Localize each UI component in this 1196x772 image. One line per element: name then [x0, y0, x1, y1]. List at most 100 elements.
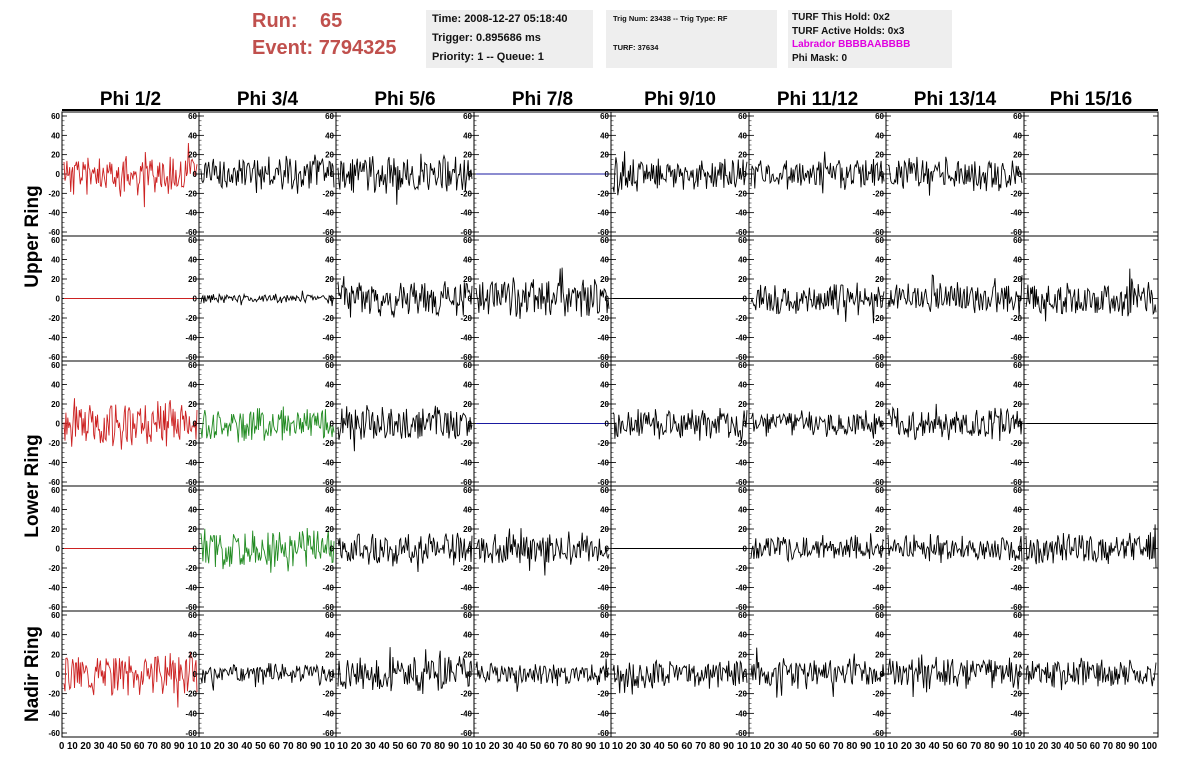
y-tick-label: 60 — [738, 486, 747, 495]
y-tick-label: -60 — [460, 729, 472, 738]
waveform-trace — [750, 151, 885, 194]
event-value: 7794325 — [318, 37, 397, 59]
y-tick-label: -60 — [872, 478, 884, 487]
y-tick-label: 0 — [330, 545, 335, 554]
column-header: Phi 15/16 — [1050, 89, 1132, 110]
y-tick-label: 40 — [325, 256, 334, 265]
y-tick-label: 60 — [51, 486, 60, 495]
y-tick-label: -60 — [872, 729, 884, 738]
y-tick-label: -20 — [322, 439, 334, 448]
y-tick-label: -20 — [322, 564, 334, 573]
y-tick-label: 20 — [325, 400, 334, 409]
y-tick-label: -20 — [735, 314, 747, 323]
labrador-text: Labrador BBBBAABBBB — [792, 39, 911, 50]
y-tick-label: 20 — [463, 400, 472, 409]
y-tick-label: 60 — [875, 112, 884, 121]
y-tick-label: -20 — [460, 690, 472, 699]
y-tick-label: -20 — [322, 690, 334, 699]
y-tick-label: 0 — [1018, 170, 1023, 179]
event-label: Event: — [252, 37, 314, 59]
y-tick-label: -20 — [735, 690, 747, 699]
y-tick-label: 40 — [188, 131, 197, 140]
y-tick-label: -60 — [322, 228, 334, 237]
waveform-panel: -60 -40 -20 0 20 40 60 — [597, 360, 750, 487]
y-tick-label: -20 — [735, 439, 747, 448]
y-tick-label: 60 — [188, 361, 197, 370]
waveform-panel: -60 -40 -20 0 20 40 60 — [1010, 360, 1159, 487]
y-tick-label: 40 — [188, 381, 197, 390]
y-tick-label: -40 — [735, 459, 747, 468]
waveform-panel: -60 -40 -20 0 20 40 60 — [322, 235, 475, 362]
turf-hold-box: TURF This Hold: 0x2 TURF Active Holds: 0… — [788, 10, 952, 68]
waveform-panel: -60 -40 -20 0 20 40 60 — [460, 235, 612, 362]
y-tick-label: 40 — [875, 256, 884, 265]
y-tick-label: -20 — [872, 439, 884, 448]
y-tick-label: -40 — [322, 709, 334, 718]
y-tick-label: -60 — [735, 353, 747, 362]
run-event-box: Run: 65 Event: 7794325 — [252, 8, 397, 62]
y-tick-label: 0 — [605, 420, 610, 429]
y-tick-label: -60 — [872, 353, 884, 362]
y-tick-label: 20 — [463, 650, 472, 659]
y-tick-label: 40 — [325, 631, 334, 640]
y-tick-label: 20 — [875, 275, 884, 284]
y-tick-label: 40 — [188, 256, 197, 265]
y-tick-label: -40 — [735, 709, 747, 718]
y-tick-label: 0 — [743, 420, 748, 429]
waveform-trace — [337, 276, 473, 318]
y-tick-label: 40 — [600, 131, 609, 140]
y-tick-label: 0 — [743, 170, 748, 179]
y-tick-label: -60 — [735, 603, 747, 612]
y-tick-label: 0 — [468, 295, 473, 304]
waveform-trace — [337, 532, 473, 573]
y-tick-label: -60 — [322, 478, 334, 487]
waveform-trace — [63, 398, 198, 450]
row-group-label: Upper Ring — [22, 185, 43, 287]
y-tick-label: -60 — [1010, 729, 1022, 738]
y-tick-label: -40 — [460, 709, 472, 718]
waveform-panel: -60 -40 -20 0 20 40 60 — [48, 111, 200, 237]
waveform-trace — [1025, 524, 1157, 569]
y-tick-label: -20 — [735, 564, 747, 573]
y-tick-label: 20 — [1013, 400, 1022, 409]
y-tick-label: 40 — [463, 631, 472, 640]
y-tick-label: -60 — [1010, 228, 1022, 237]
y-tick-label: 60 — [600, 361, 609, 370]
y-tick-label: -40 — [185, 209, 197, 218]
y-tick-label: 0 — [56, 420, 61, 429]
y-tick-label: 0 — [56, 670, 61, 679]
y-tick-label: -40 — [735, 584, 747, 593]
y-tick-label: 60 — [188, 112, 197, 121]
waveform-trace — [612, 659, 748, 695]
y-tick-label: 20 — [51, 525, 60, 534]
y-tick-label: 40 — [463, 506, 472, 515]
y-tick-label: -40 — [48, 209, 60, 218]
waveform-panel: -60 -40 -20 0 20 40 60 — [460, 111, 612, 237]
y-tick-label: 20 — [600, 650, 609, 659]
y-tick-label: 40 — [1013, 506, 1022, 515]
y-tick-label: -20 — [597, 314, 609, 323]
y-tick-label: 40 — [738, 506, 747, 515]
y-tick-label: 20 — [1013, 525, 1022, 534]
y-tick-label: -20 — [597, 439, 609, 448]
y-tick-label: 20 — [188, 525, 197, 534]
y-tick-label: -60 — [48, 603, 60, 612]
y-tick-label: 60 — [325, 112, 334, 121]
y-tick-label: 20 — [463, 525, 472, 534]
y-tick-label: 20 — [738, 275, 747, 284]
column-header: Phi 1/2 — [100, 89, 161, 110]
y-tick-label: 0 — [880, 420, 885, 429]
y-tick-label: -40 — [872, 209, 884, 218]
y-tick-label: 20 — [51, 275, 60, 284]
y-tick-label: -40 — [1010, 709, 1022, 718]
y-tick-label: 20 — [738, 400, 747, 409]
y-tick-label: -40 — [872, 459, 884, 468]
waveform-panel: -60 -40 -20 0 20 40 60 — [597, 610, 750, 738]
y-tick-label: 0 — [605, 170, 610, 179]
x-axis-labels: 10 20 30 40 50 60 70 80 90 10 — [612, 740, 748, 752]
y-tick-label: 20 — [875, 525, 884, 534]
y-tick-label: 20 — [875, 650, 884, 659]
y-tick-label: 20 — [600, 151, 609, 160]
y-tick-label: 60 — [1013, 112, 1022, 121]
waveform-trace — [475, 528, 610, 576]
